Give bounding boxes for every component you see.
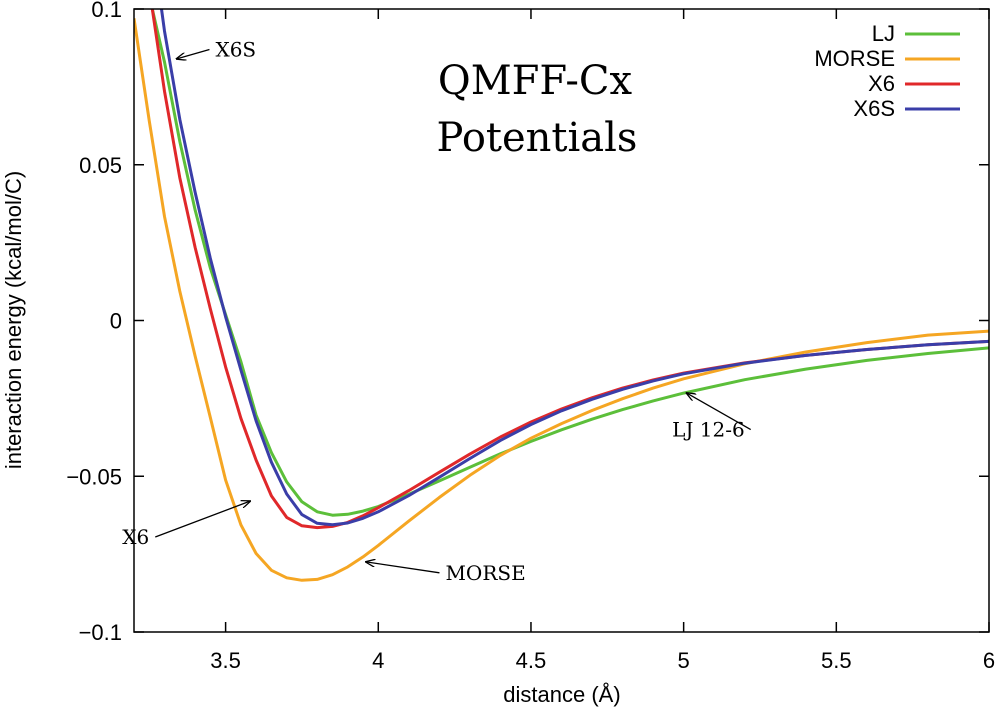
annotation-arrow-lj-12-6: [687, 393, 752, 431]
x-tick-label: 5: [678, 648, 690, 673]
x-tick-label: 4: [372, 648, 384, 673]
annotation-x6s: X6S: [215, 37, 256, 61]
legend-label-morse: MORSE: [814, 46, 895, 71]
annotation-x6: X6: [122, 525, 149, 549]
x-axis-title: distance (Å): [503, 682, 620, 707]
chart-title-line-1: QMFF-Cx: [438, 58, 633, 104]
legend-label-x6s: X6S: [853, 96, 895, 121]
y-tick-label: 0: [110, 309, 122, 334]
y-axis-title: interaction energy (kcal/mol/C): [1, 171, 26, 469]
series-line-morse: [134, 18, 989, 582]
x-tick-label: 6: [983, 648, 995, 673]
y-tick-label: 0.1: [91, 0, 122, 22]
x-tick-label: 4.5: [516, 648, 547, 673]
chart-title-line-2: Potentials: [437, 115, 638, 161]
series-line-x6s: [160, 9, 989, 527]
annotation-arrow-morse: [366, 562, 440, 574]
plot-layer: [134, 9, 989, 582]
axes-layer: 3.5 4 4.5 5 5.5 6 −0.1 −0.05 0 0.05 0.1 X6S LJ 12-6 X…: [66, 0, 995, 673]
legend-label-lj: LJ: [872, 21, 895, 46]
annotation-arrow-x6: [155, 501, 250, 538]
x-tick-label: 5.5: [821, 648, 852, 673]
y-tick-label: −0.05: [66, 464, 122, 489]
y-tick-label: 0.05: [79, 153, 122, 178]
annotation-lj-12-6: LJ 12-6: [672, 418, 745, 442]
annotation-morse: MORSE: [445, 561, 525, 585]
y-tick-label: −0.1: [79, 620, 122, 645]
annotation-arrow-x6s: [177, 48, 210, 58]
legend-label-x6: X6: [868, 71, 895, 96]
x-tick-label: 3.5: [210, 648, 241, 673]
